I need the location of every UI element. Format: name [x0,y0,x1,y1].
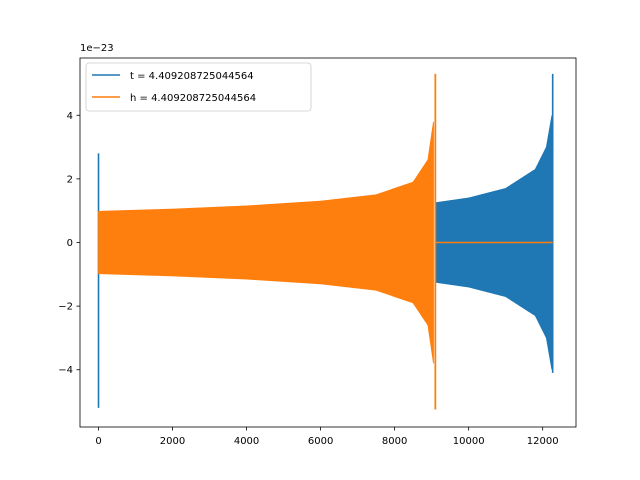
y-tick-label: 4 [67,111,73,122]
x-axis: 0 2000 4000 6000 8000 10000 12000 [95,427,559,447]
plot-area [97,73,554,410]
x-tick-label: 12000 [527,436,559,447]
legend-box [85,62,312,112]
x-tick-label: 4000 [234,436,259,447]
y-tick-label: 2 [67,174,73,185]
x-tick-label: 2000 [160,436,185,447]
legend-label-h: h = 4.409208725044564 [130,93,256,104]
series-h-band [98,121,434,364]
y-tick-label: −2 [58,302,73,313]
x-tick-label: 6000 [308,436,333,447]
x-tick-label: 0 [95,436,101,447]
y-tick-label: −4 [58,365,73,376]
y-tick-label: 0 [67,238,73,249]
y-scale-label: 1e−23 [80,43,114,54]
legend: t = 4.409208725044564 h = 4.409208725044… [85,62,312,112]
x-tick-label: 10000 [453,436,485,447]
y-axis: −4 −2 0 2 4 [58,111,80,376]
x-tick-label: 8000 [382,436,407,447]
legend-label-t: t = 4.409208725044564 [130,71,254,82]
